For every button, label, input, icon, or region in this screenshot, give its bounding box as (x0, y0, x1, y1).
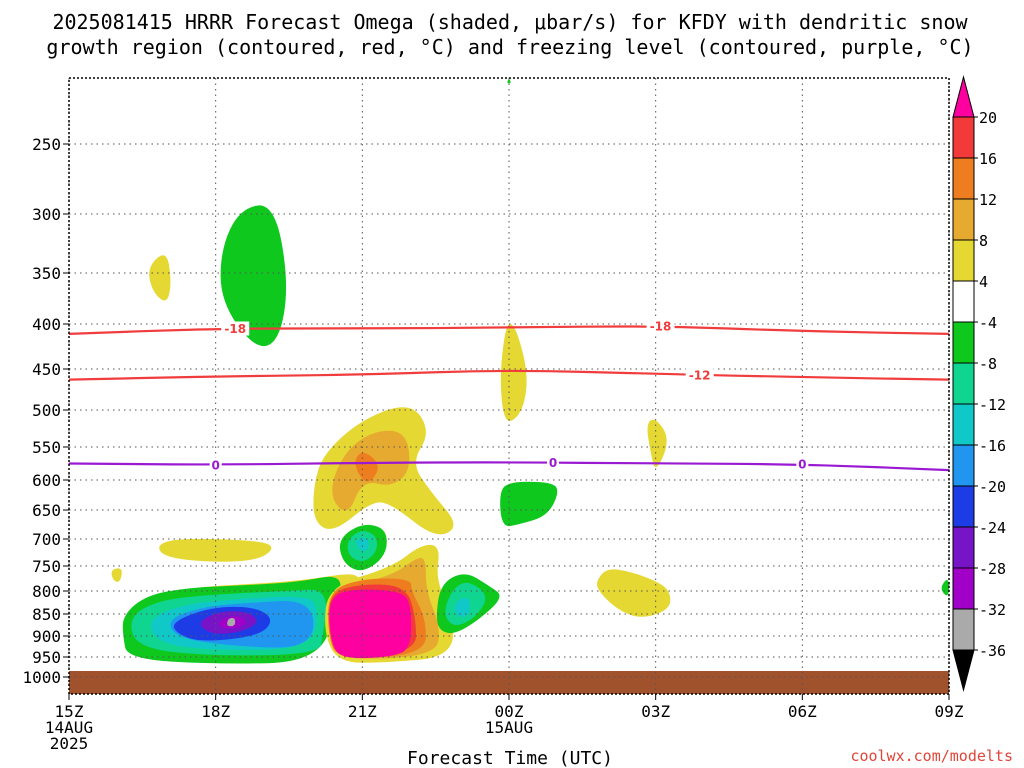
colorbar-segment-0 (952, 116, 975, 159)
colorbar-segment-11 (952, 567, 975, 610)
colorbar-label-8: -16 (979, 437, 1006, 455)
x-tick-label-9-1: 15AUG (485, 718, 533, 737)
colorbar-label-4: 4 (979, 273, 988, 291)
x-tick-label-9-0: 00Z (495, 702, 524, 721)
colorbar-label-12: -32 (979, 601, 1006, 619)
colorbar-segment-9 (952, 485, 975, 528)
omega-region-2 (500, 324, 527, 421)
y-tick-label-250: 250 (32, 135, 61, 154)
x-tick-label-0-2: 2025 (50, 734, 89, 753)
grid-lines (68, 78, 950, 694)
chart-title-line-2: growth region (contoured, red, °C) and f… (46, 35, 973, 59)
isotherm-label--18-1: -18 (650, 319, 672, 333)
colorbar-segment-7 (952, 403, 975, 446)
omega-region-28 (500, 481, 558, 527)
y-tick-label-500: 500 (32, 401, 61, 420)
y-tick-label-400: 400 (32, 315, 61, 334)
isotherm-label-0-0: 0 (211, 458, 219, 472)
isotherm-label--12-0: -12 (689, 368, 711, 382)
omega-colorbar: 20 16 12 8 4 -4 -8 -12 -16 -20 -24 -28 -32 -36 (952, 75, 1006, 692)
temperature-contours: -18 -18 -12 0 0 0 (69, 318, 949, 472)
pressure-axis: 250 300 350 400 450 500 550 600 650 700 750 800 850 9… (22, 135, 69, 687)
omega-region-0 (220, 205, 287, 347)
omega-region-21 (329, 589, 412, 659)
colorbar-label-13: -36 (979, 642, 1006, 660)
colorbar-segment-5 (952, 321, 975, 364)
ground-below-surface (69, 671, 949, 694)
omega-region-7 (111, 568, 122, 582)
colorbar-segment-1 (952, 157, 975, 200)
isotherm-label-bg (796, 457, 809, 472)
chart-title-line-1: 2025081415 HRRR Forecast Omega (shaded, … (52, 10, 968, 34)
isotherm-line--12 (69, 369, 949, 381)
colorbar-segment-8 (952, 444, 975, 487)
credit-label: coolwx.com/modelts (850, 747, 1013, 765)
colorbar-segment-2 (952, 198, 975, 241)
colorbar-segment-4 (952, 280, 975, 323)
y-tick-label-850: 850 (32, 605, 61, 624)
y-tick-label-800: 800 (32, 582, 61, 601)
omega-region-32 (941, 580, 949, 596)
isotherm-label--18-0: -18 (224, 322, 246, 336)
y-tick-label-700: 700 (32, 530, 61, 549)
colorbar-segment-10 (952, 526, 975, 569)
colorbar-label-2: 12 (979, 191, 997, 209)
x-tick-label-6-0: 21Z (348, 702, 377, 721)
colorbar-segment-6 (952, 362, 975, 405)
isotherm-label-bg (221, 321, 250, 336)
isotherm-label-bg (646, 318, 675, 333)
y-tick-label-350: 350 (32, 264, 61, 283)
y-tick-label-300: 300 (32, 205, 61, 224)
colorbar-label-7: -12 (979, 396, 1006, 414)
colorbar-top-arrow (952, 75, 975, 118)
x-tick-label-15-0: 06Z (788, 702, 817, 721)
x-tick-label-0-1: 14AUG (45, 718, 93, 737)
omega-region-24 (356, 537, 369, 551)
omega-region-1 (149, 255, 171, 301)
omega-region-29 (597, 569, 671, 617)
omega-region-27 (454, 597, 470, 617)
colorbar-segment-12 (952, 608, 975, 651)
y-tick-label-450: 450 (32, 360, 61, 379)
x-tick-label-3-0: 18Z (201, 702, 230, 721)
omega-region-6 (159, 539, 272, 562)
y-tick-label-550: 550 (32, 438, 61, 457)
y-tick-label-600: 600 (32, 471, 61, 490)
x-tick-label-18-0: 09Z (935, 702, 964, 721)
colorbar-label-11: -28 (979, 560, 1006, 578)
isotherm-label-bg (209, 457, 222, 472)
omega-region-5 (355, 452, 378, 482)
colorbar-segment-3 (952, 239, 975, 282)
omega-region-16 (227, 617, 236, 627)
y-tick-label-650: 650 (32, 501, 61, 520)
isotherm-label-0-2: 0 (798, 458, 806, 472)
x-tick-label-12-0: 03Z (641, 702, 670, 721)
isotherm-label-bg (685, 367, 714, 382)
colorbar-bottom-arrow (952, 649, 975, 692)
y-tick-label-750: 750 (32, 557, 61, 576)
y-tick-label-1000: 1000 (22, 668, 61, 687)
isotherm-label-bg (547, 455, 559, 470)
omega-region-30 (647, 419, 667, 468)
isotherm-line-0 (69, 461, 949, 472)
colorbar-label-0: 20 (979, 109, 997, 127)
colorbar-label-9: -20 (979, 478, 1006, 496)
isotherm-label-0-1: 0 (549, 456, 557, 470)
y-tick-label-950: 950 (32, 648, 61, 667)
colorbar-label-3: 8 (979, 232, 988, 250)
colorbar-label-10: -24 (979, 519, 1006, 537)
x-axis-label: Forecast Time (UTC) (407, 748, 613, 768)
colorbar-label-5: -4 (979, 314, 997, 332)
omega-shaded-regions (111, 79, 949, 664)
omega-region-31 (507, 79, 511, 84)
y-tick-label-900: 900 (32, 627, 61, 646)
x-tick-label-0-0: 15Z (55, 702, 84, 721)
colorbar-label-6: -8 (979, 355, 997, 373)
isotherm-line--18 (69, 325, 949, 335)
colorbar-label-1: 16 (979, 150, 997, 168)
